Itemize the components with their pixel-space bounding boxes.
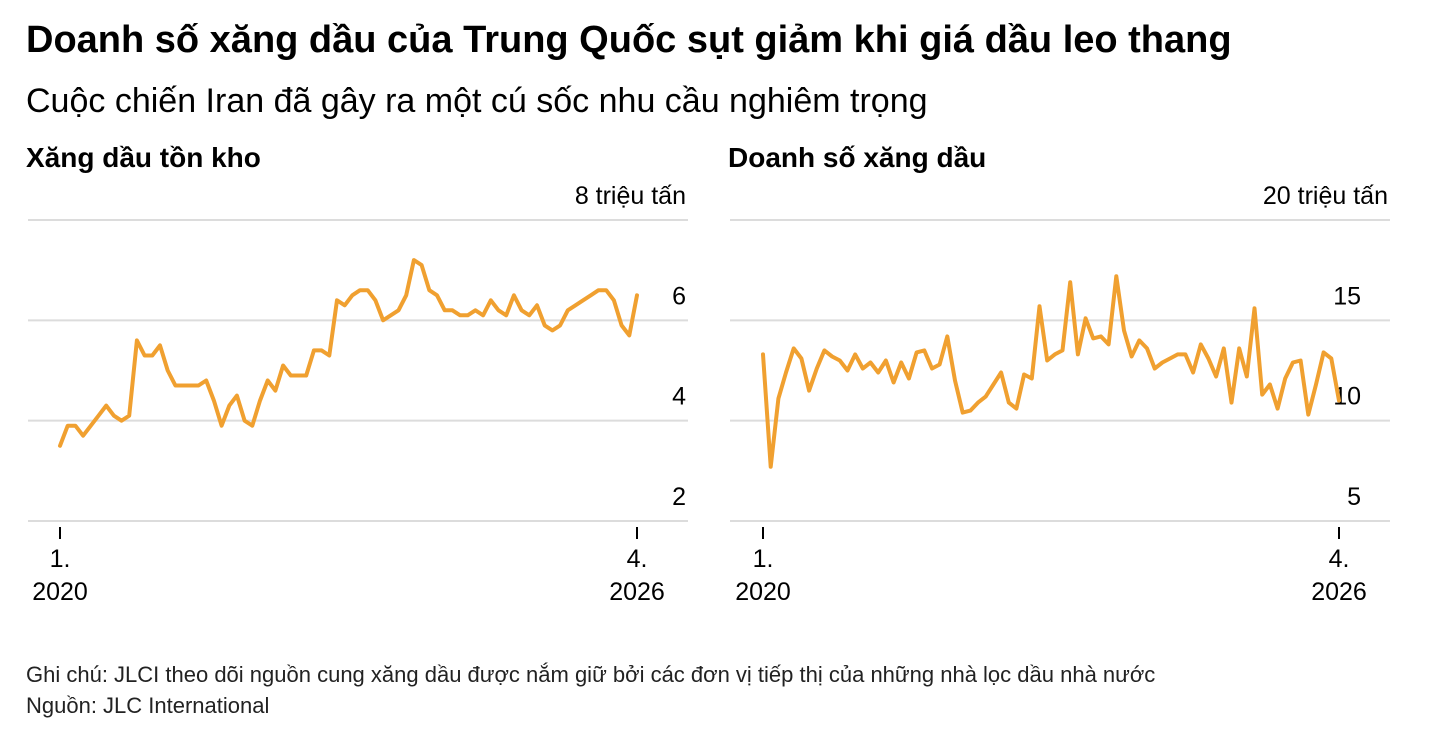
x-tick-label: 2026	[1311, 578, 1367, 606]
x-tick-label: 2026	[609, 578, 665, 606]
data-line	[761, 274, 1341, 469]
x-tick-label: 1.	[50, 545, 71, 573]
y-tick-label: 20 triệu tấn	[1263, 182, 1388, 210]
x-tick-label: 4.	[1329, 545, 1350, 573]
x-tick-label: 1.	[753, 545, 774, 573]
title: Doanh số xăng dầu của Trung Quốc sụt giả…	[26, 19, 1232, 61]
y-tick-label: 4	[672, 383, 686, 411]
x-tick-label: 4.	[627, 545, 648, 573]
chart-title: Doanh số xăng dầu	[728, 142, 986, 173]
y-tick-label: 6	[672, 282, 686, 310]
y-tick-label: 2	[672, 483, 686, 511]
data-line	[58, 258, 639, 448]
chart-title: Xăng dầu tồn kho	[26, 142, 261, 173]
subtitle: Cuộc chiến Iran đã gây ra một cú sốc nhu…	[26, 82, 928, 120]
y-tick-label: 8 triệu tấn	[575, 182, 686, 210]
note: Ghi chú: JLCI theo dõi nguồn cung xăng d…	[26, 662, 1155, 687]
x-tick-label: 2020	[32, 578, 88, 606]
y-tick-label: 5	[1347, 483, 1361, 511]
source: Nguồn: JLC International	[26, 693, 269, 718]
y-tick-label: 15	[1333, 282, 1361, 310]
x-tick-label: 2020	[735, 578, 791, 606]
